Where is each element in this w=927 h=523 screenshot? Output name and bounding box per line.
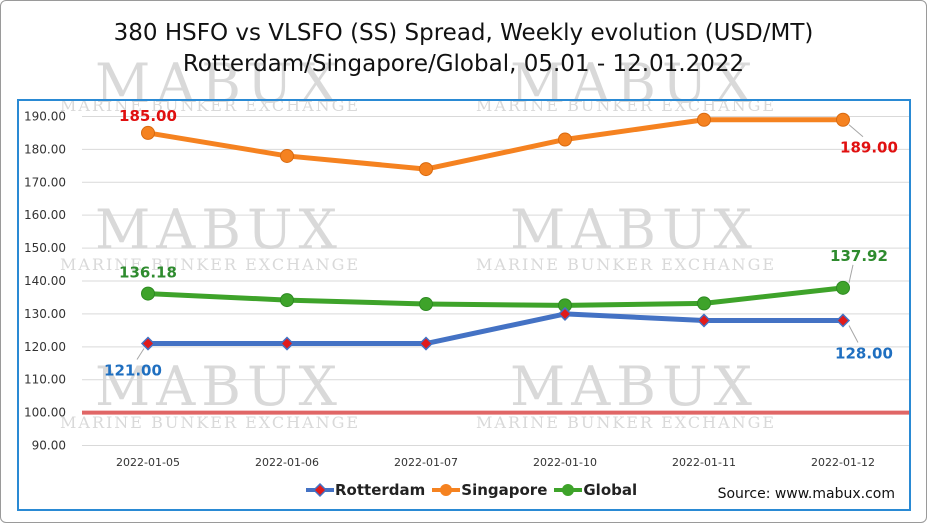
watermark-subtitle: MARINE BUNKER EXCHANGE — [60, 255, 361, 274]
y-tick-label: 190.00 — [24, 109, 66, 123]
data-point-singapore — [697, 112, 711, 127]
series-layer — [140, 112, 851, 351]
data-label-leader — [848, 264, 854, 283]
legend-swatch-marker — [312, 482, 328, 498]
data-label: 128.00 — [835, 344, 893, 362]
data-point-rotterdam — [557, 306, 573, 321]
y-tick-label: 150.00 — [24, 241, 66, 255]
y-tick-label: 100.00 — [24, 406, 66, 420]
data-label: 136.18 — [119, 264, 177, 282]
y-tick-label: 140.00 — [24, 274, 66, 288]
data-label: 137.92 — [830, 247, 888, 265]
data-point-global — [836, 280, 850, 295]
data-label-leader — [848, 124, 864, 138]
data-point-rotterdam — [696, 313, 712, 328]
y-tick-label: 90.00 — [32, 439, 66, 453]
data-label-layer: 185.00 189.00 136.18 137.92 121.00 128.00 — [104, 107, 898, 380]
chart-title-line2: Rotterdam/Singapore/Global, 05.01 - 12.0… — [182, 51, 745, 77]
legend-item-singapore: Singapore — [431, 481, 547, 499]
legend-swatch-global — [554, 484, 583, 496]
series-line-rotterdam — [148, 311, 843, 347]
watermark-brand: MABUX — [95, 52, 343, 115]
plot-area-border — [17, 99, 911, 511]
watermark-subtitle: MARINE BUNKER EXCHANGE — [476, 255, 777, 274]
legend-label: Singapore — [461, 481, 548, 499]
x-tick-label: 2022-01-05 — [116, 456, 180, 469]
data-point-rotterdam — [279, 336, 295, 351]
legend-label: Rotterdam — [335, 481, 426, 499]
legend-swatch-singapore — [432, 484, 461, 496]
y-tick-label: 130.00 — [24, 307, 66, 321]
legend-label: Global — [583, 481, 638, 499]
data-point-global — [697, 296, 711, 311]
data-point-singapore — [836, 112, 850, 127]
data-point-singapore — [280, 148, 294, 163]
y-tick-label: 120.00 — [24, 340, 66, 354]
legend-swatch-marker — [440, 484, 453, 496]
x-tick-label: 2022-01-10 — [533, 456, 597, 469]
y-tick-label: 180.00 — [24, 142, 66, 156]
legend-swatch-marker — [562, 484, 575, 496]
data-point-singapore — [558, 132, 572, 147]
watermark-brand: MABUX — [95, 355, 343, 418]
x-axis-ticks: 2022-01-05 2022-01-06 2022-01-07 2022-01-10… — [116, 456, 875, 469]
y-tick-label: 160.00 — [24, 208, 66, 222]
x-tick-label: 2022-01-06 — [255, 456, 319, 469]
grid-lines — [82, 115, 910, 447]
data-point-singapore — [141, 125, 155, 140]
y-axis-ticks: 90.00 100.00 110.00 120.00 130.00 140.00 150.0… — [24, 109, 66, 452]
data-point-rotterdam — [140, 336, 156, 351]
data-point-global — [280, 293, 294, 308]
data-label: 121.00 — [104, 362, 162, 380]
watermark-brand: MABUX — [510, 52, 758, 115]
watermark-subtitle: MARINE BUNKER EXCHANGE — [476, 413, 777, 432]
data-label: 189.00 — [840, 139, 898, 157]
series-line-global — [147, 285, 844, 308]
y-tick-label: 110.00 — [24, 373, 66, 387]
y-tick-label: 170.00 — [24, 175, 66, 189]
legend-item-rotterdam: Rotterdam — [305, 481, 425, 499]
legend-swatch-rotterdam — [306, 482, 334, 498]
x-tick-label: 2022-01-12 — [811, 456, 875, 469]
data-label: 185.00 — [119, 107, 177, 125]
legend-item-global: Global — [553, 481, 637, 499]
watermark-brand: MABUX — [510, 355, 758, 418]
data-point-rotterdam — [418, 336, 434, 351]
data-label-leader — [136, 348, 145, 360]
chart-title: 380 HSFO vs VLSFO (SS) Spread, Weekly ev… — [0, 18, 927, 80]
data-label-leader — [848, 325, 859, 343]
data-point-rotterdam — [835, 313, 851, 328]
data-point-global — [419, 297, 433, 312]
chart-legend: Rotterdam Singapore Global — [305, 480, 643, 500]
x-tick-label: 2022-01-11 — [672, 456, 736, 469]
watermark-brand: MABUX — [510, 198, 758, 261]
source-note: Source: www.mabux.com — [717, 486, 895, 502]
x-tick-label: 2022-01-07 — [394, 456, 458, 469]
watermark-brand: MABUX — [95, 198, 343, 261]
chart-title-line1: 380 HSFO vs VLSFO (SS) Spread, Weekly ev… — [113, 20, 814, 46]
watermark-subtitle: MARINE BUNKER EXCHANGE — [60, 413, 361, 432]
series-line-singapore — [147, 117, 843, 172]
data-point-global — [141, 286, 155, 301]
data-point-singapore — [419, 162, 433, 177]
